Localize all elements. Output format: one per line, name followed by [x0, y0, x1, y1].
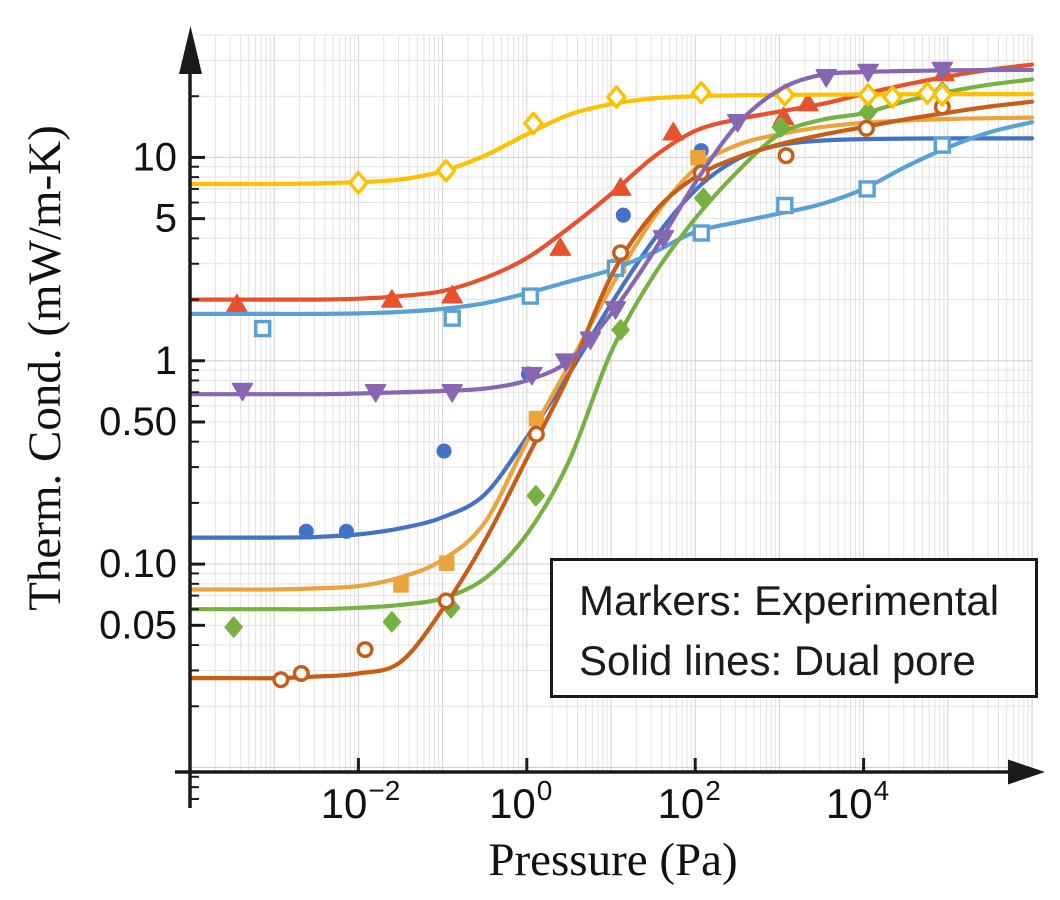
- y-tick-label: 0.05: [99, 603, 177, 647]
- y-tick-labels: 10 5 1 0.50 0.10 0.05: [99, 135, 177, 647]
- x-tick-label: 10: [321, 780, 368, 827]
- series-purple-filled-down-triangles-markers: [231, 61, 954, 403]
- axes: [175, 26, 1045, 808]
- series-green-filled-diamonds-line: [190, 77, 1034, 612]
- legend-line-markers: Markers: Experimental: [579, 577, 1000, 624]
- x-tick-labels: 10 −2 10 0 10 2 10 4: [321, 775, 889, 827]
- series-brown-open-circles: [190, 98, 1034, 689]
- series-brown-open-circles-line: [190, 99, 1034, 681]
- x-axis-title: Pressure (Pa): [488, 834, 738, 886]
- y-tick-label: 0.50: [99, 400, 177, 444]
- series-darkblue-filled-circles-markers: [298, 143, 709, 539]
- x-axis-arrow-icon: [1008, 759, 1045, 785]
- y-axis-arrow-icon: [179, 26, 202, 74]
- series-lightblue-open-squares: [190, 120, 1034, 338]
- y-tick-label: 0.10: [99, 542, 177, 586]
- series-red-filled-triangles-markers: [226, 62, 955, 313]
- legend-box: Markers: Experimental Solid lines: Dual …: [550, 558, 1038, 698]
- x-tick-exponent: −2: [368, 775, 400, 806]
- x-tick-exponent: 2: [705, 775, 721, 806]
- y-tick-label: 5: [155, 197, 177, 241]
- x-tick-exponent: 0: [537, 775, 553, 806]
- series-green-filled-diamonds: [190, 77, 1034, 638]
- x-tick-label: 10: [489, 780, 536, 827]
- x-tick-label: 10: [826, 780, 873, 827]
- series-yellow-open-diamonds-markers: [348, 81, 953, 195]
- y-tick-label: 10: [133, 135, 178, 179]
- series-yellow-open-diamonds: [190, 81, 1034, 195]
- x-tick-label: 10: [657, 780, 704, 827]
- y-axis-title: Therm. Cond. (mW/m-K): [19, 125, 71, 611]
- y-tick-label: 1: [155, 339, 177, 383]
- series-green-filled-diamonds-markers: [224, 81, 952, 638]
- legend-line-solid: Solid lines: Dual pore: [579, 637, 976, 684]
- x-tick-exponent: 4: [874, 775, 890, 806]
- series-purple-filled-down-triangles: [190, 61, 1034, 403]
- series-brown-open-circles-markers: [272, 98, 951, 689]
